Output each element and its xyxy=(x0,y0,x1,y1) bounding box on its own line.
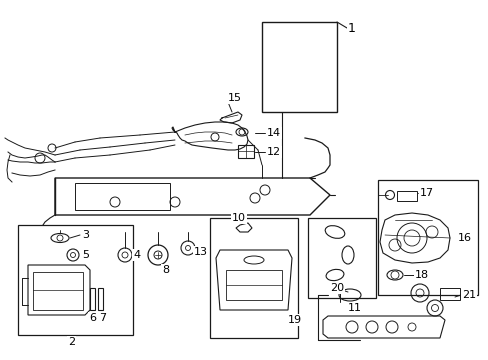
Text: 20: 20 xyxy=(329,283,344,293)
Bar xyxy=(33,272,83,310)
Bar xyxy=(377,180,477,295)
Text: 7: 7 xyxy=(99,313,106,323)
Bar xyxy=(262,22,336,112)
Text: 10: 10 xyxy=(231,213,245,223)
Text: 19: 19 xyxy=(287,315,302,325)
Bar xyxy=(75,183,170,210)
Bar xyxy=(90,288,95,310)
Text: 11: 11 xyxy=(347,303,361,313)
Text: 6: 6 xyxy=(89,313,96,323)
Bar xyxy=(225,270,282,300)
Text: 14: 14 xyxy=(266,128,281,138)
Text: 1: 1 xyxy=(347,22,355,35)
Bar xyxy=(396,191,416,201)
Text: 12: 12 xyxy=(266,147,281,157)
Text: 21: 21 xyxy=(461,290,475,300)
Text: 17: 17 xyxy=(419,188,433,198)
Text: 4: 4 xyxy=(133,250,140,260)
Bar xyxy=(209,218,297,338)
Bar xyxy=(307,218,375,298)
Bar xyxy=(238,145,253,158)
Text: 15: 15 xyxy=(227,93,242,103)
Text: 18: 18 xyxy=(414,270,428,280)
Text: 2: 2 xyxy=(68,337,75,347)
Text: 16: 16 xyxy=(457,233,471,243)
Text: 3: 3 xyxy=(82,230,89,240)
Text: 13: 13 xyxy=(194,247,207,257)
Bar xyxy=(18,225,133,335)
Text: 5: 5 xyxy=(82,250,89,260)
Bar xyxy=(98,288,103,310)
Text: 8: 8 xyxy=(162,265,169,275)
Bar xyxy=(439,288,459,300)
